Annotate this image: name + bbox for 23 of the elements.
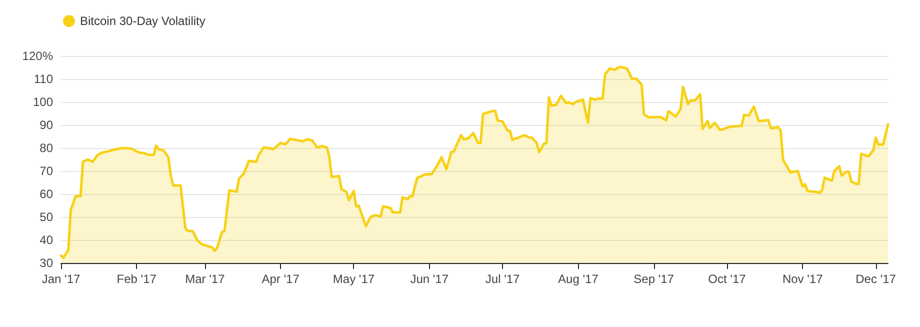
x-tick-label: Mar '17 [185, 272, 226, 286]
y-tick-label: 40 [40, 233, 54, 247]
x-tick-label: Feb '17 [116, 272, 157, 286]
y-tick-label: 30 [40, 256, 54, 270]
x-tick-label: Jul '17 [485, 272, 520, 286]
x-tick-label: Oct '17 [708, 272, 746, 286]
y-tick-label: 110 [34, 72, 54, 86]
y-tick-label: 120% [22, 49, 54, 63]
y-tick-label: 70 [40, 164, 54, 178]
x-tick-label: Sep '17 [634, 272, 674, 286]
y-tick-label: 60 [40, 187, 54, 201]
legend-label: Bitcoin 30-Day Volatility [80, 14, 206, 28]
x-tick-label: Nov '17 [782, 272, 824, 286]
y-tick-label: 90 [40, 118, 54, 132]
x-tick-label: May '17 [332, 272, 375, 286]
x-tick-label: Jun '17 [410, 272, 449, 286]
x-tick-label: Aug '17 [558, 272, 599, 286]
x-tick-label: Jan '17 [42, 272, 80, 286]
y-tick-label: 80 [40, 141, 54, 155]
x-tick-label: Dec '17 [856, 272, 896, 286]
x-tick-label: Apr '17 [262, 272, 300, 286]
y-tick-label: 100 [32, 95, 54, 109]
y-tick-label: 50 [40, 210, 54, 224]
